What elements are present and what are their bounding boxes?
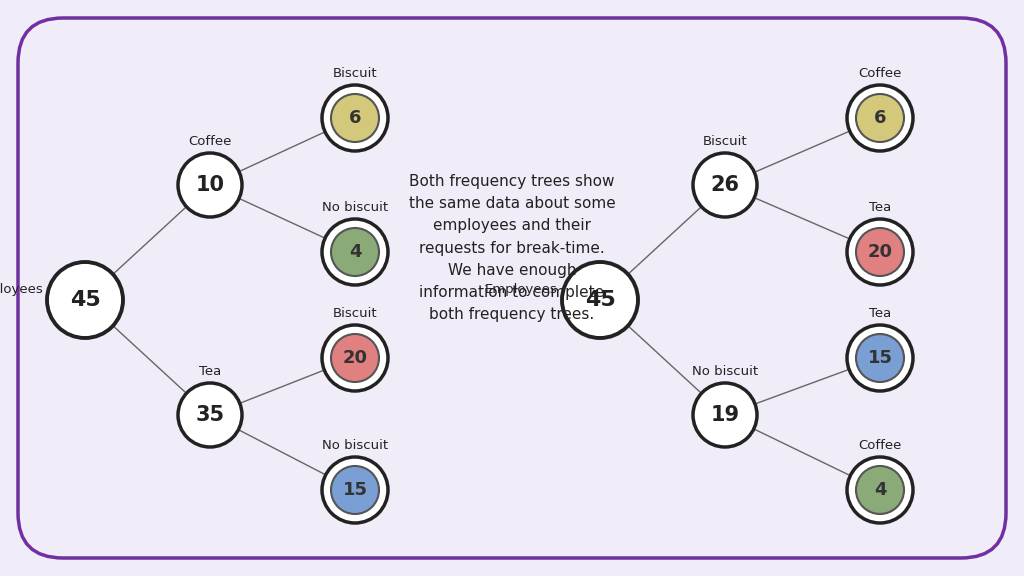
Circle shape [847,457,913,523]
Text: 15: 15 [867,349,893,367]
Text: Employees: Employees [485,283,558,297]
Text: 35: 35 [196,405,224,425]
Circle shape [856,94,904,142]
Text: Tea: Tea [869,201,891,214]
Circle shape [856,228,904,276]
Text: 6: 6 [873,109,886,127]
Circle shape [847,325,913,391]
Text: Employees: Employees [0,283,43,297]
Text: 26: 26 [711,175,739,195]
Text: 4: 4 [349,243,361,261]
Text: Coffee: Coffee [858,439,902,452]
Circle shape [47,262,123,338]
Text: 20: 20 [867,243,893,261]
Text: 45: 45 [70,290,100,310]
Text: Biscuit: Biscuit [702,135,748,148]
Text: Tea: Tea [869,307,891,320]
Text: 20: 20 [342,349,368,367]
Text: 45: 45 [585,290,615,310]
Circle shape [178,153,242,217]
Text: 19: 19 [711,405,739,425]
Text: 10: 10 [196,175,224,195]
Circle shape [331,334,379,382]
Circle shape [178,383,242,447]
Text: 15: 15 [342,481,368,499]
Circle shape [847,85,913,151]
FancyBboxPatch shape [18,18,1006,558]
Text: Biscuit: Biscuit [333,67,377,80]
Circle shape [331,94,379,142]
Circle shape [331,228,379,276]
Text: 6: 6 [349,109,361,127]
Circle shape [322,219,388,285]
Circle shape [562,262,638,338]
Text: Tea: Tea [199,365,221,378]
Circle shape [322,457,388,523]
Circle shape [856,466,904,514]
Text: No biscuit: No biscuit [692,365,758,378]
Text: Biscuit: Biscuit [333,307,377,320]
Circle shape [847,219,913,285]
Text: 4: 4 [873,481,886,499]
Text: Both frequency trees show
the same data about some
employees and their
requests : Both frequency trees show the same data … [409,174,615,322]
Text: Coffee: Coffee [188,135,231,148]
Circle shape [322,325,388,391]
Circle shape [322,85,388,151]
Circle shape [693,153,757,217]
Text: No biscuit: No biscuit [322,439,388,452]
Circle shape [856,334,904,382]
Circle shape [693,383,757,447]
Text: Coffee: Coffee [858,67,902,80]
Text: No biscuit: No biscuit [322,201,388,214]
Circle shape [331,466,379,514]
